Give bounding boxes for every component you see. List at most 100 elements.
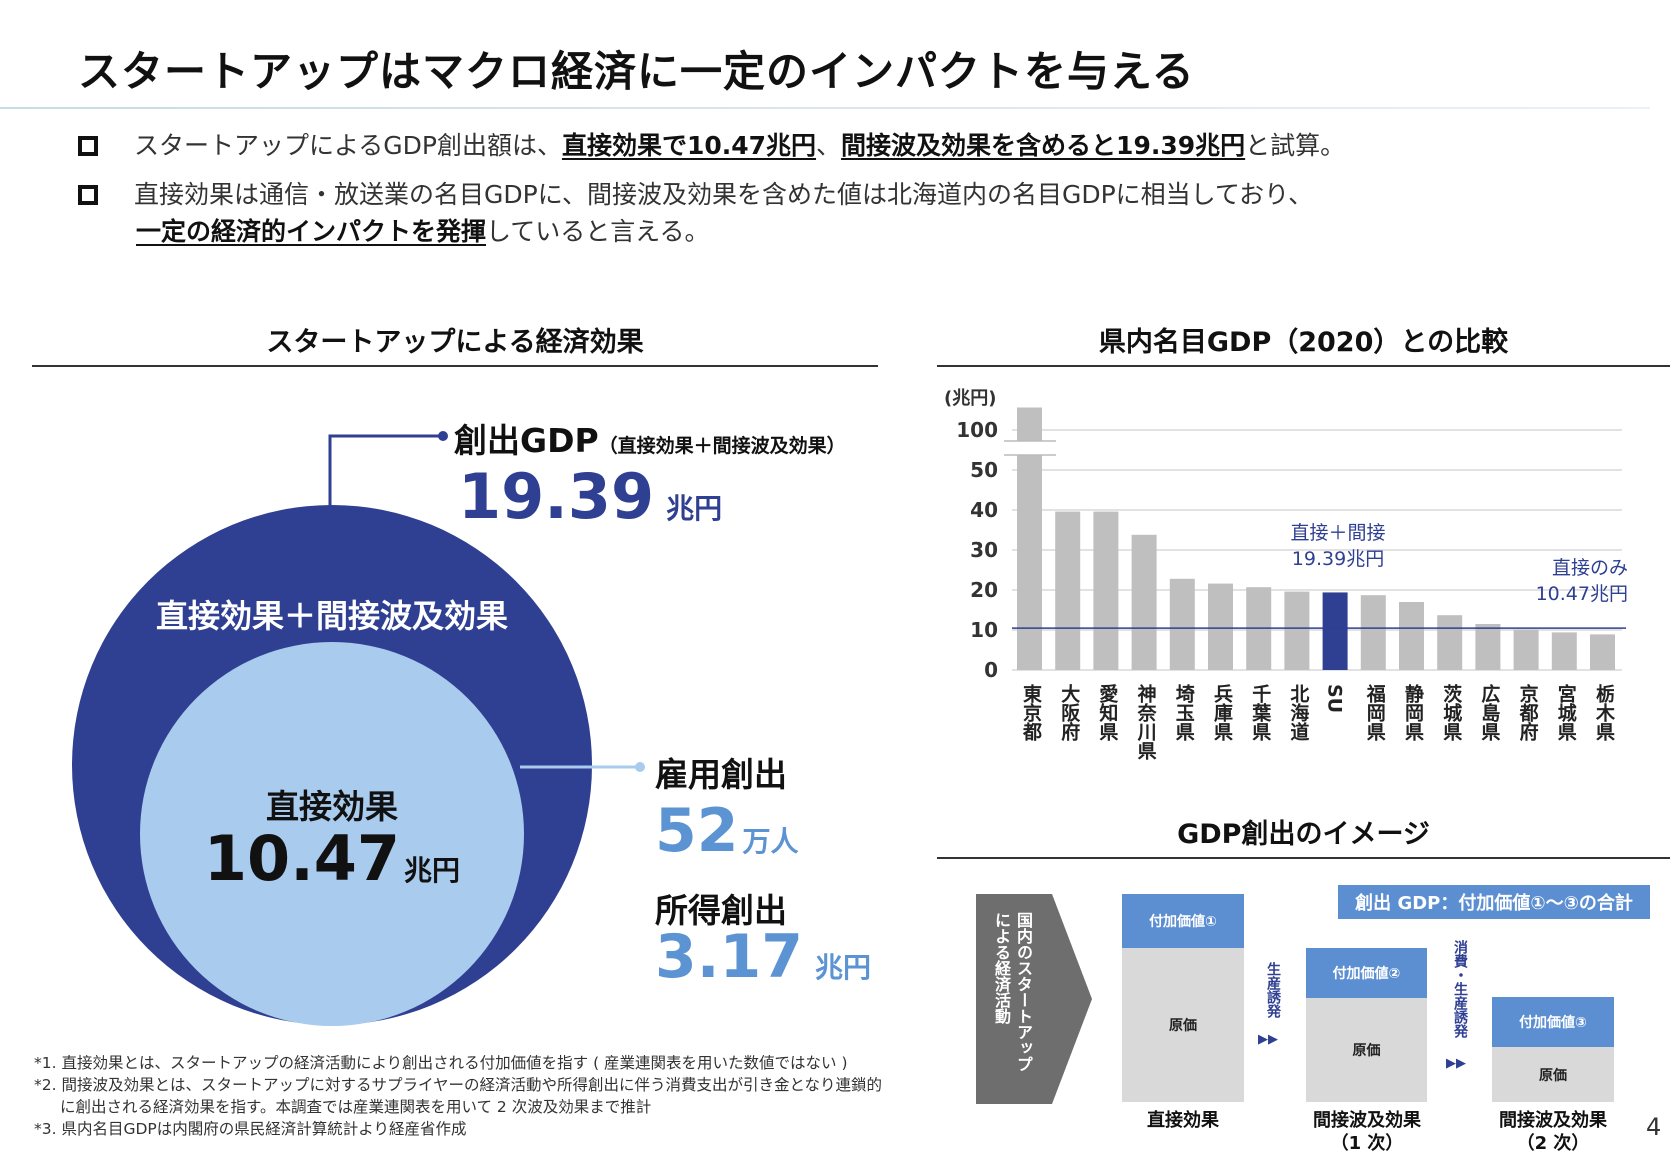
- income-number: 3.17: [655, 922, 804, 992]
- page-title: スタートアップはマクロ経済に一定のインパクトを与える: [78, 47, 1195, 96]
- box-label-direct: 直接効果: [1103, 1109, 1263, 1132]
- page-number: 4: [1646, 1113, 1662, 1141]
- box-label-indirect-2: 間接波及効果 （2 次）: [1473, 1109, 1633, 1155]
- x-tick-label: 茨城県: [1440, 684, 1463, 741]
- y-tick-label: 20: [970, 578, 998, 602]
- x-tick-label: 京都府: [1516, 684, 1539, 741]
- footnotes: *1. 直接効果とは、スタートアップの経済活動により創出される付加価値を指す (…: [34, 1052, 894, 1140]
- box-label-line: 間接波及効果: [1499, 1110, 1607, 1131]
- cost-3: 原価: [1492, 1047, 1614, 1102]
- su-annotation: 直接＋間接 19.39兆円: [1258, 520, 1418, 572]
- economic-effect-circles: [72, 431, 645, 1026]
- gdp-label: 創出GDP（直接効果＋間接波及効果）: [454, 414, 846, 462]
- connector-dot: [438, 431, 448, 441]
- x-tick-label: 埼玉県: [1172, 684, 1195, 741]
- income-value: 3.17 兆円: [655, 922, 871, 992]
- income-label: 所得創出: [655, 891, 787, 930]
- bullet-text: スタートアップによるGDP創出額は、: [134, 131, 562, 160]
- connector-dot: [635, 762, 645, 772]
- gdp-unit: 兆円: [666, 492, 723, 525]
- bullet-square-icon: [78, 136, 98, 156]
- x-tick-label: 広島県: [1478, 684, 1501, 741]
- x-tick-label: 兵庫県: [1211, 684, 1233, 741]
- inner-unit: 兆円: [404, 854, 461, 887]
- gdp-connector: [328, 434, 442, 514]
- y-tick-label: 40: [970, 498, 998, 522]
- bar-宮城県: [1551, 632, 1577, 670]
- employment-value: 52 万人: [655, 796, 799, 866]
- gdp-note: （直接効果＋間接波及効果）: [598, 435, 846, 457]
- y-tick-label: 50: [970, 458, 998, 482]
- double-arrow-icon: ▶▶: [1258, 1032, 1278, 1047]
- bar-茨城県: [1437, 615, 1463, 670]
- bullet-2: 直接効果は通信・放送業の名目GDPに、間接波及効果を含めた値は北海道内の名目GD…: [78, 175, 1313, 211]
- bullet-square-icon: [78, 185, 98, 205]
- gdp-label-text: 創出GDP: [454, 421, 599, 460]
- box-label-line: （1 次）: [1330, 1133, 1404, 1154]
- employment-unit: 万人: [742, 825, 799, 858]
- inner-label: 直接効果: [266, 787, 398, 826]
- bar-北海道: [1284, 591, 1310, 670]
- arrow-text-line: による経済活動: [992, 912, 1011, 1024]
- x-tick-label: 愛知県: [1096, 684, 1119, 741]
- value-added-1: 付加価値①: [1122, 894, 1244, 948]
- outer-label: 直接効果＋間接波及効果: [155, 597, 508, 635]
- inner-value: 10.47 兆円: [152, 822, 512, 895]
- inner-number: 10.47: [203, 822, 401, 895]
- x-tick-label: 大阪府: [1058, 684, 1081, 741]
- box-label-line: 直接効果: [1147, 1110, 1219, 1131]
- bar-広島県: [1475, 624, 1501, 670]
- y-tick-label: 0: [984, 658, 998, 682]
- bullet-1: スタートアップによるGDP創出額は、直接効果で10.47兆円、間接波及効果を含め…: [78, 126, 1345, 162]
- bullet-2-cont: 一定の経済的インパクトを発揮していると言える。: [136, 212, 710, 248]
- x-tick-label: SU: [1323, 684, 1346, 714]
- footnote: *2. 間接波及効果とは、スタートアップに対するサプライヤーの経済活動や所得創出…: [34, 1076, 883, 1116]
- bar-栃木県: [1590, 634, 1615, 670]
- gdp-sum-banner: 創出 GDP：付加価値①～③の合計: [1338, 885, 1650, 919]
- startup-activity-arrow: [976, 894, 1092, 1104]
- left-heading-rule: [32, 365, 878, 367]
- y-tick-label: 100: [956, 418, 998, 442]
- bar-神奈川県: [1131, 534, 1157, 670]
- x-tick-label: 宮城県: [1554, 684, 1577, 741]
- x-tick-label: 福岡県: [1363, 684, 1386, 741]
- arrow-text-line: 国内のスタートアップ: [1014, 912, 1033, 1072]
- bullet-text: と試算。: [1245, 131, 1346, 160]
- employment-number: 52: [655, 796, 739, 866]
- axis-break: [1012, 441, 1048, 455]
- bar-愛知県: [1093, 511, 1119, 670]
- annotation-line: 直接のみ: [1551, 557, 1628, 579]
- y-axis-unit: (兆円): [944, 388, 997, 409]
- emphasis-text: 一定の経済的インパクトを発揮: [136, 217, 487, 246]
- bar-京都府: [1513, 629, 1539, 670]
- inner-circle: [140, 642, 524, 1026]
- x-tick-label: 東京都: [1020, 684, 1042, 741]
- cost-2: 原価: [1306, 998, 1427, 1102]
- x-tick-label: 静岡県: [1402, 684, 1424, 741]
- cost-1: 原価: [1122, 948, 1244, 1102]
- box-label-indirect-1: 間接波及効果 （1 次）: [1287, 1109, 1447, 1155]
- footnote: *1. 直接効果とは、スタートアップの経済活動により創出される付加価値を指す (…: [34, 1054, 848, 1072]
- step-production-induced: 生産誘発: [1265, 962, 1281, 1018]
- employment-label: 雇用創出: [655, 755, 787, 794]
- annotation-line: 10.47兆円: [1535, 583, 1628, 605]
- emphasis-text: 間接波及効果を含めると19.39兆円: [841, 131, 1246, 160]
- x-tick-label: 北海道: [1287, 684, 1310, 741]
- y-tick-label: 30: [970, 538, 998, 562]
- gdp-bar-chart: 0 10 20 30 40 50 100: [956, 407, 1626, 682]
- gdp-value: 19.39 兆円: [458, 460, 722, 533]
- box-label-line: （2 次）: [1516, 1133, 1590, 1154]
- gdp-number: 19.39: [458, 460, 655, 533]
- emphasis-text: 直接効果で10.47兆円: [561, 131, 817, 160]
- bullet-text: 、: [816, 131, 842, 160]
- box-label-line: 間接波及効果: [1313, 1110, 1421, 1131]
- double-arrow-icon: ▶▶: [1446, 1056, 1466, 1071]
- bullet-text: していると言える。: [486, 217, 710, 246]
- title-divider: [0, 107, 1650, 109]
- reference-line-label: 直接のみ 10.47兆円: [1468, 555, 1628, 607]
- y-tick-label: 10: [970, 618, 998, 642]
- bar-静岡県: [1399, 602, 1424, 670]
- x-tick-label: 栃木県: [1593, 684, 1615, 741]
- diagram-heading-rule: [937, 857, 1670, 859]
- left-heading: スタートアップによる経済効果: [266, 327, 644, 358]
